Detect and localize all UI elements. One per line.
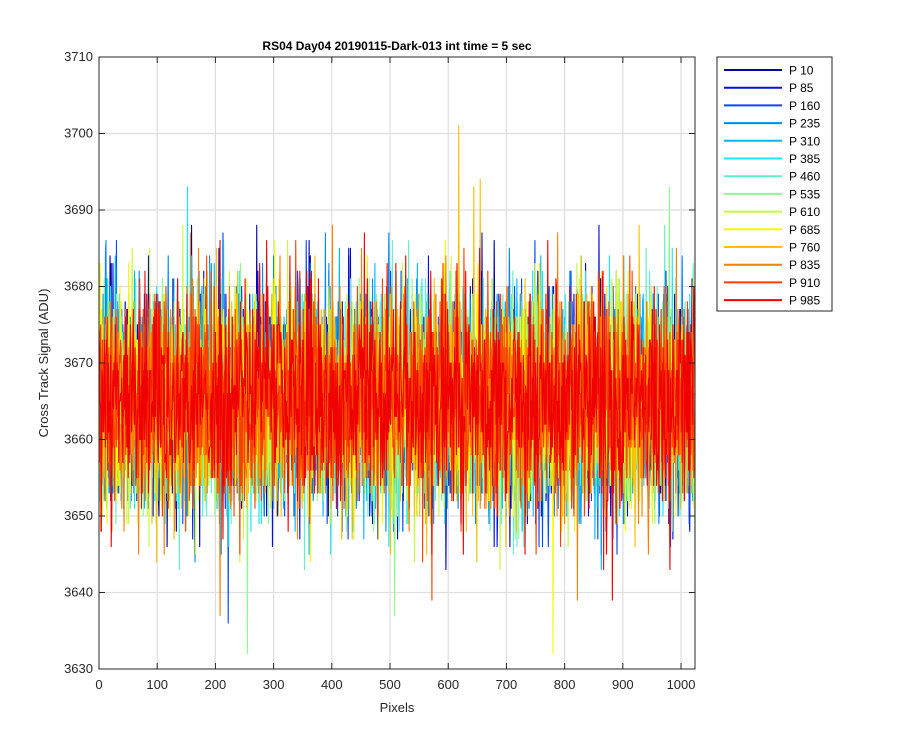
legend-entry-label: P 985	[789, 294, 820, 308]
y-axis-label: Cross Track Signal (ADU)	[36, 289, 51, 438]
legend-entry-label: P 385	[789, 152, 820, 166]
y-tick-label: 3630	[64, 661, 93, 676]
x-tick-label: 500	[379, 677, 401, 692]
legend-entry-label: P 610	[789, 205, 820, 219]
legend-entry-label: P 460	[789, 170, 820, 184]
legend-entry-label: P 10	[789, 64, 814, 78]
x-tick-label: 700	[496, 677, 518, 692]
y-tick-label: 3690	[64, 202, 93, 217]
legend-entry-label: P 760	[789, 241, 820, 255]
legend-entry-label: P 535	[789, 187, 820, 201]
legend-entry-label: P 85	[789, 81, 814, 95]
x-tick-label: 100	[146, 677, 168, 692]
y-tick-label: 3640	[64, 585, 93, 600]
y-tick-label: 3680	[64, 279, 93, 294]
x-tick-label: 800	[554, 677, 576, 692]
x-tick-label: 200	[205, 677, 227, 692]
x-tick-label: 0	[95, 677, 102, 692]
legend-entry-label: P 160	[789, 99, 820, 113]
legend-entry-label: P 685	[789, 223, 820, 237]
legend-entry-label: P 835	[789, 258, 820, 272]
x-tick-label: 600	[437, 677, 459, 692]
x-tick-label: 900	[612, 677, 634, 692]
y-axis-ticks: 3630 3640 3650 3660 3670 3680 3690 3700 3710	[64, 49, 695, 676]
legend-entry-label: P 310	[789, 134, 820, 148]
x-tick-label: 400	[321, 677, 343, 692]
series-lines	[98, 125, 696, 655]
x-axis-ticks: 0 100 200 300 400 500 600 700 800 900 1000	[95, 57, 695, 692]
y-tick-label: 3700	[64, 126, 93, 141]
legend-entry-label: P 235	[789, 117, 820, 131]
y-tick-label: 3650	[64, 508, 93, 523]
x-axis-label: Pixels	[380, 700, 415, 715]
chart-title: RS04 Day04 20190115-Dark-013 int time = …	[262, 39, 532, 53]
x-tick-label: 300	[263, 677, 285, 692]
y-tick-label: 3670	[64, 355, 93, 370]
y-tick-label: 3660	[64, 432, 93, 447]
x-tick-label: 1000	[667, 677, 696, 692]
legend: P 10 P 85 P 160 P 235 P 310 P 385 P 460 P 535 P …	[716, 56, 833, 312]
legend-entry-label: P 910	[789, 276, 820, 290]
y-tick-label: 3710	[64, 49, 93, 64]
series-line-p985	[98, 232, 696, 601]
legend-box	[716, 56, 833, 312]
